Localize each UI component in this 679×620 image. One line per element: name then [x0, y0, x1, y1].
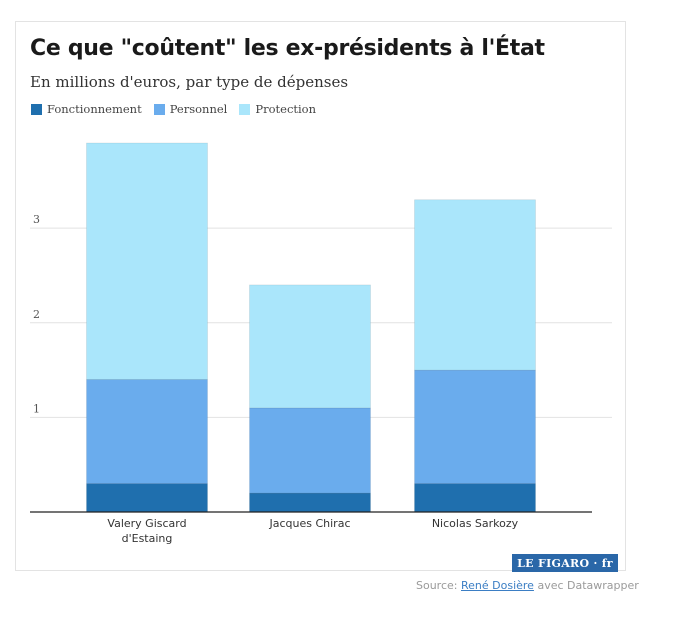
legend-item-protection: Protection: [239, 102, 316, 116]
bar-segment-protection-2: [414, 199, 536, 371]
legend-swatch-fonctionnement: [31, 103, 42, 115]
bar-segment-fonctionnement-0: [86, 483, 208, 513]
x-tick-label: d'Estaing: [122, 532, 173, 545]
bar-segment-protection-1: [249, 284, 371, 409]
chart-legend: Fonctionnement Personnel Protection: [31, 102, 328, 116]
bar-segment-personnel-1: [249, 407, 371, 494]
legend-item-fonctionnement: Fonctionnement: [31, 102, 142, 116]
legend-label-personnel: Personnel: [169, 102, 228, 116]
source-prefix: Source:: [416, 579, 461, 592]
legend-swatch-protection: [239, 103, 251, 115]
stacked-bar-chart: 1 2 3 Valery Giscard d'Estaing Jacques Chirac…: [30, 142, 612, 545]
bar-segment-fonctionnement-1: [249, 492, 371, 513]
y-tick-label: 1: [33, 402, 40, 415]
x-tick-label: Jacques Chirac: [268, 517, 350, 530]
x-tick-label: Valery Giscard: [107, 517, 186, 530]
bar-segment-personnel-2: [414, 369, 536, 484]
chart-title: Ce que "coûtent" les ex-présidents à l'É…: [30, 36, 545, 61]
bar-segment-protection-0: [86, 142, 208, 380]
x-tick-label: Nicolas Sarkozy: [432, 517, 519, 530]
legend-swatch-personnel: [153, 103, 165, 115]
y-tick-label: 2: [33, 308, 40, 321]
legend-item-personnel: Personnel: [153, 102, 228, 116]
bar-segment-personnel-0: [86, 379, 208, 484]
bar-segment-fonctionnement-2: [414, 483, 536, 513]
chart-subtitle: En millions d'euros, par type de dépense…: [30, 73, 349, 91]
legend-label-protection: Protection: [255, 102, 317, 116]
legend-label-fonctionnement: Fonctionnement: [47, 102, 142, 116]
source-suffix: avec Datawrapper: [533, 579, 639, 592]
source-note: Source: René Dosière avec Datawrapper: [416, 579, 639, 592]
y-tick-label: 3: [33, 213, 40, 226]
le-figaro-logo: LE FIGARO · fr: [512, 554, 618, 572]
source-link[interactable]: René Dosière: [460, 579, 534, 592]
